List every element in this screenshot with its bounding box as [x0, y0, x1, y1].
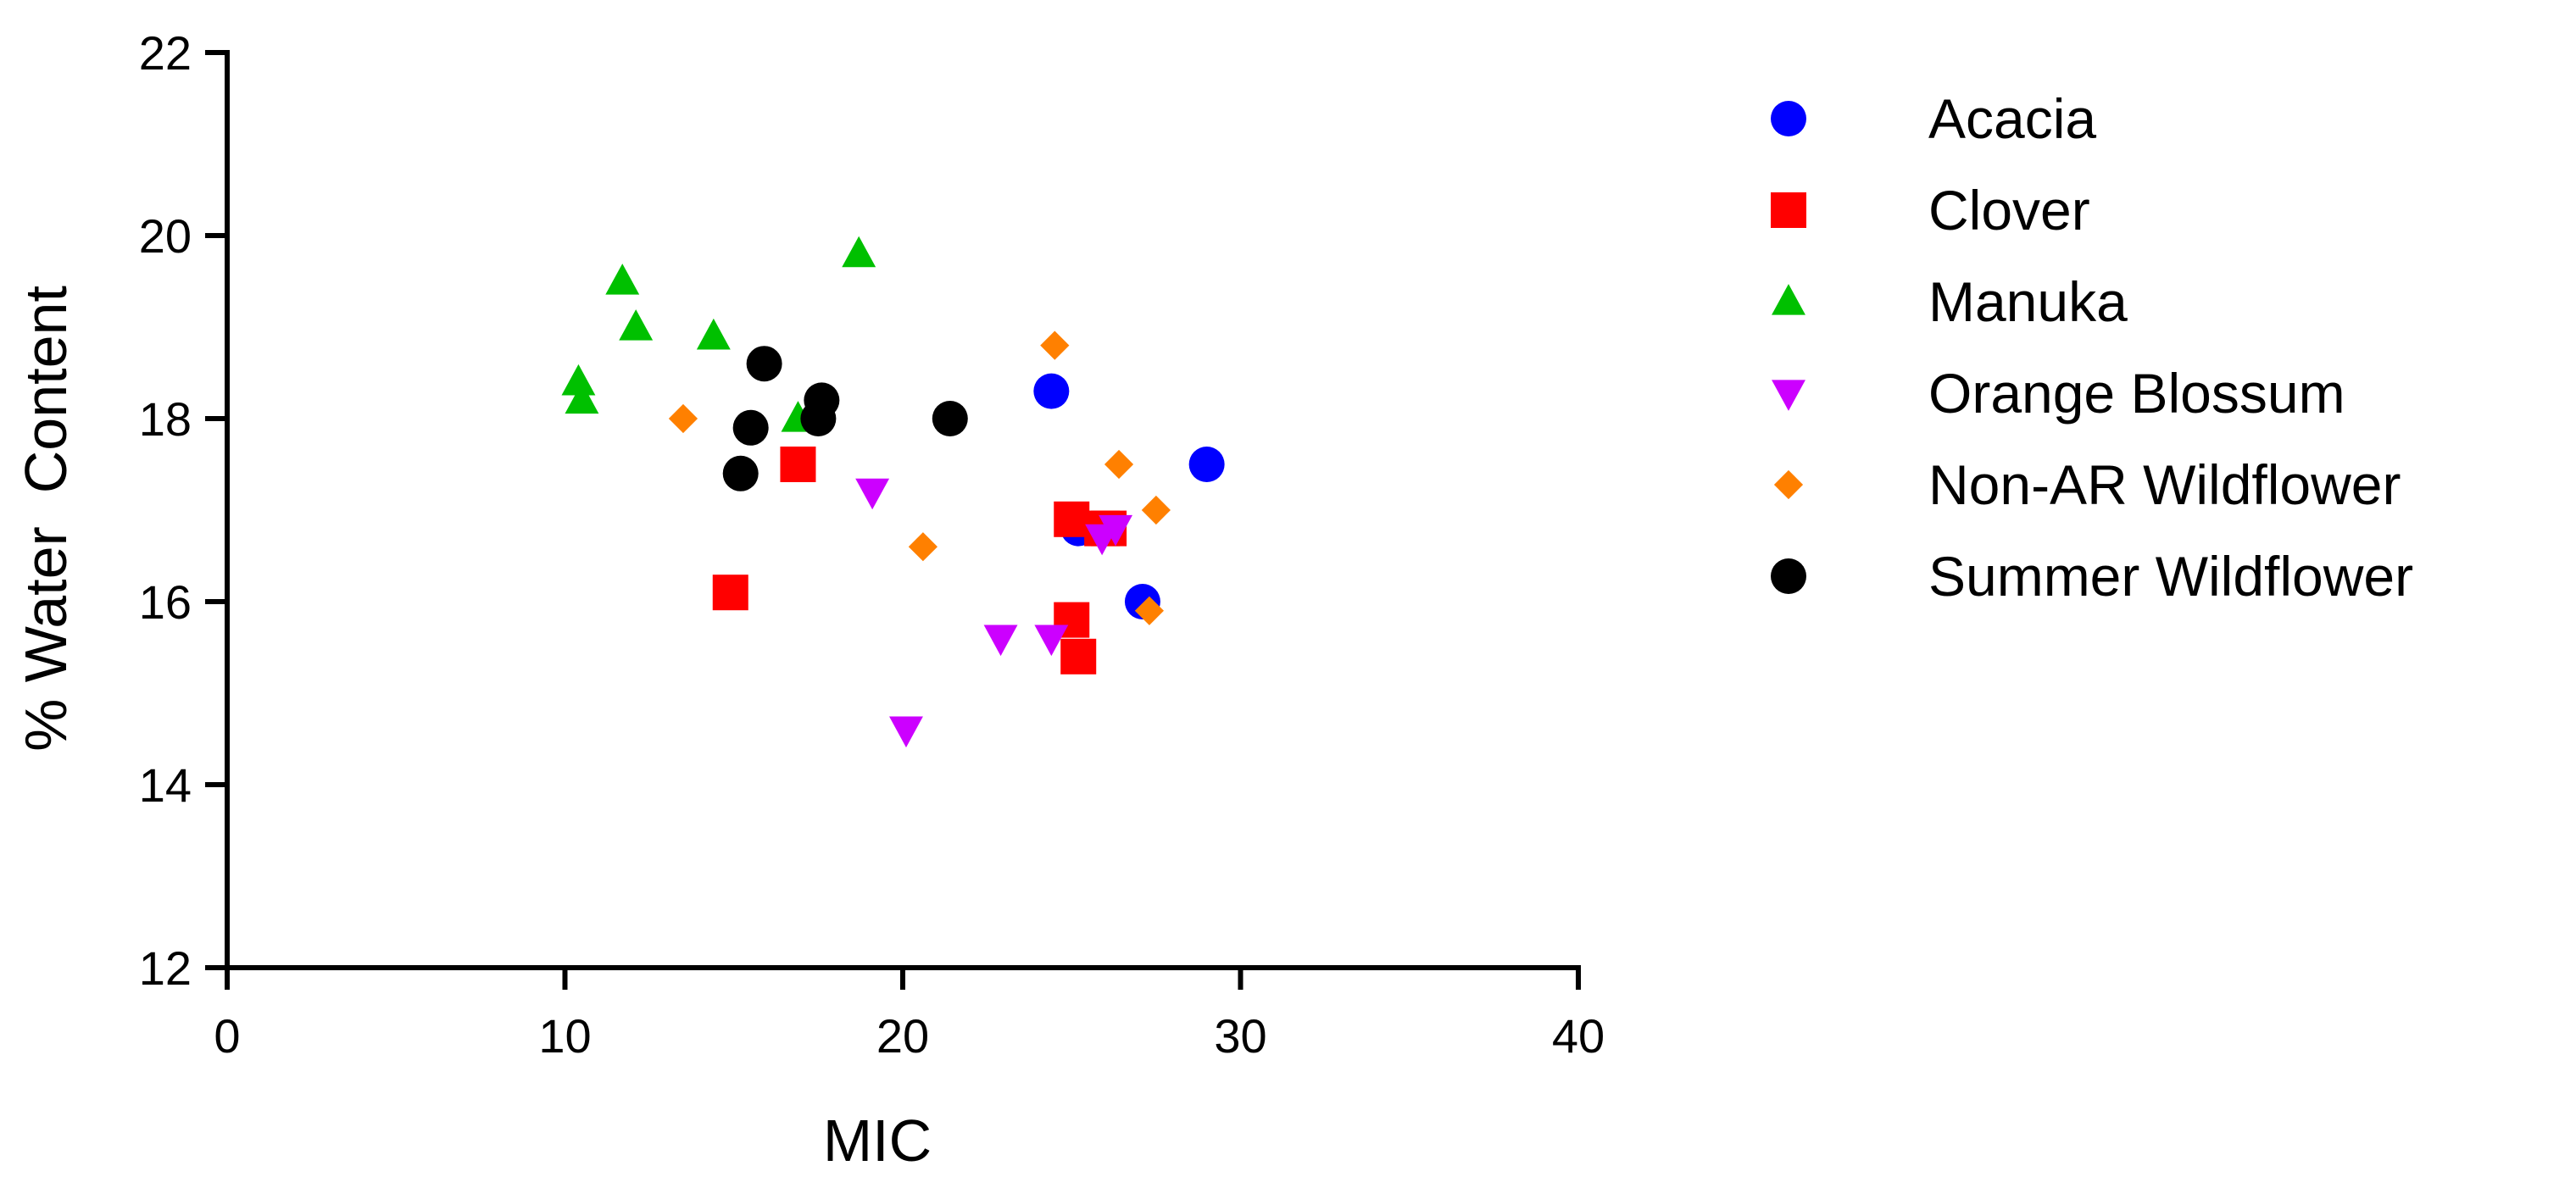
legend-label-orange-blossum: Orange Blossum [1928, 362, 2345, 425]
data-point-clover [780, 447, 816, 482]
legend-item-summer-wildflower: Summer Wildflower [1771, 545, 2413, 608]
data-point-summer-wildflower [932, 401, 968, 436]
legend-item-manuka: Manuka [1772, 270, 2128, 333]
legend-item-acacia: Acacia [1771, 87, 2096, 150]
data-point-manuka [619, 309, 654, 341]
legend-marker-non-ar-wildflower [1773, 469, 1804, 500]
data-point-non-ar-wildflower [668, 403, 698, 434]
y-tick-label: 22 [139, 26, 192, 80]
data-point-clover [712, 575, 748, 611]
data-point-manuka [565, 382, 599, 414]
legend-marker-clover [1771, 192, 1806, 228]
data-point-summer-wildflower [722, 455, 759, 491]
axes: 12 14 16 18 20 22 0 10 20 30 40 MIC % Water Content [13, 26, 1605, 1174]
data-point-orange-blossum [855, 478, 890, 510]
data-point-non-ar-wildflower [1134, 596, 1165, 625]
x-tick-label: 40 [1552, 1009, 1605, 1063]
legend-marker-acacia [1771, 101, 1806, 136]
legend: Acacia Clover Manuka Orange Blossum Non-AR W… [1771, 87, 2413, 608]
data-point-manuka [561, 364, 596, 396]
data-point-summer-wildflower [746, 346, 782, 382]
x-tick-label: 0 [214, 1009, 240, 1063]
data-point-manuka [842, 236, 876, 268]
legend-label-summer-wildflower: Summer Wildflower [1928, 545, 2413, 608]
x-tick-label: 30 [1214, 1009, 1266, 1063]
legend-label-clover: Clover [1928, 179, 2090, 241]
legend-marker-orange-blossum [1772, 380, 1805, 411]
y-axis-title: % Water Content [13, 286, 79, 752]
data-point-orange-blossum [1099, 514, 1133, 547]
y-tick-label: 16 [139, 575, 192, 629]
legend-label-acacia: Acacia [1928, 87, 2096, 150]
legend-item-non-ar-wildflower: Non-AR Wildflower [1773, 453, 2401, 516]
data-point-orange-blossum [983, 625, 1018, 657]
data-point-summer-wildflower [804, 382, 840, 419]
data-point-orange-blossum [1034, 625, 1069, 657]
x-tick-label: 20 [876, 1009, 929, 1063]
series-summer-wildflower [722, 346, 968, 491]
data-point-summer-wildflower [732, 409, 769, 446]
series-acacia [1033, 373, 1225, 619]
y-tick-label: 12 [139, 941, 192, 995]
y-tick-label: 14 [139, 758, 192, 812]
x-tick-label: 10 [538, 1009, 591, 1063]
series-orange-blossum [855, 478, 1133, 748]
legend-item-clover: Clover [1771, 179, 2090, 241]
y-tick-label: 18 [139, 392, 192, 446]
data-point-clover [1054, 501, 1090, 537]
data-point-acacia [1033, 373, 1070, 409]
data-point-non-ar-wildflower [1141, 495, 1171, 525]
series-clover [712, 447, 1127, 674]
series-non-ar-wildflower [668, 330, 1171, 625]
data-point-manuka [605, 264, 640, 295]
data-point-manuka [696, 318, 731, 350]
data-point-non-ar-wildflower [1040, 330, 1070, 360]
legend-marker-manuka [1772, 284, 1805, 315]
data-point-non-ar-wildflower [908, 532, 938, 562]
legend-marker-summer-wildflower [1771, 558, 1806, 594]
data-points [561, 236, 1225, 748]
x-axis-title: MIC [823, 1108, 932, 1174]
legend-label-manuka: Manuka [1928, 270, 2128, 333]
data-point-clover [1060, 638, 1097, 674]
legend-item-orange-blossum: Orange Blossum [1772, 362, 2345, 425]
legend-label-non-ar-wildflower: Non-AR Wildflower [1928, 453, 2401, 516]
y-tick-label: 20 [139, 209, 192, 263]
data-point-non-ar-wildflower [1104, 449, 1134, 480]
data-point-orange-blossum [889, 716, 923, 748]
series-manuka [561, 236, 876, 432]
data-point-acacia [1188, 447, 1225, 482]
